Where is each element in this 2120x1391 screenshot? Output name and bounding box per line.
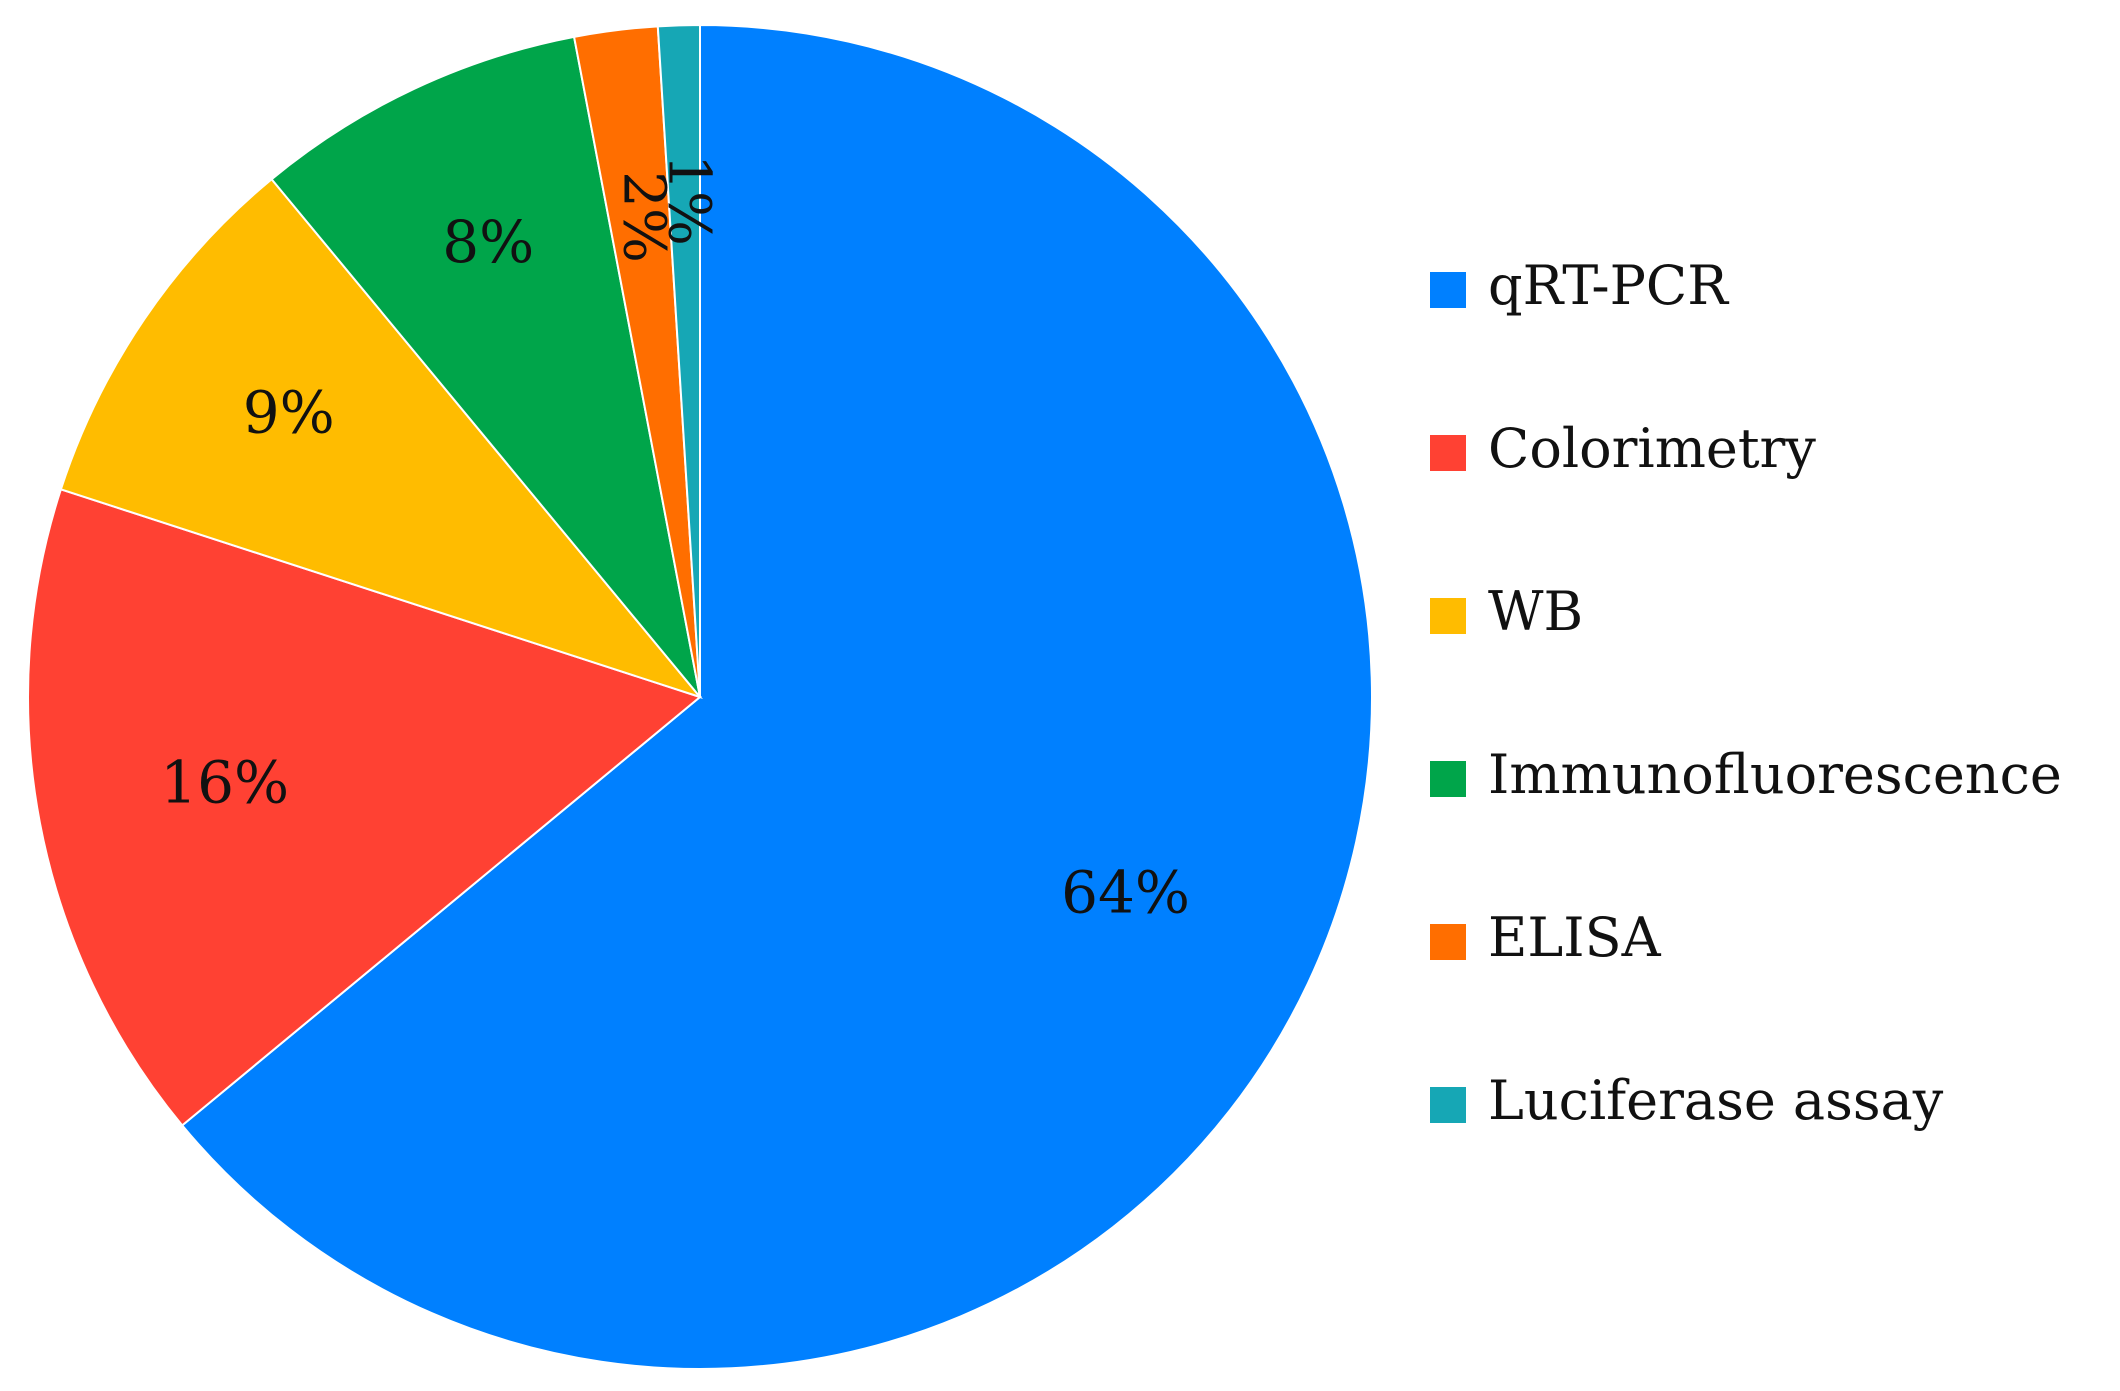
slice-value-label: 9%: [243, 379, 335, 447]
legend-label: ELISA: [1488, 906, 1662, 969]
legend-swatch: [1430, 924, 1466, 960]
slice-value-label: 1%: [655, 154, 723, 246]
legend: qRT-PCR Colorimetry WB Immunofluorescence EL…: [1430, 254, 2062, 1132]
pie-slice-colorimetry: [27, 488, 703, 1127]
pie-slices: [27, 23, 1373, 1370]
legend-swatch: [1430, 761, 1466, 797]
slice-value-label: 16%: [160, 749, 289, 817]
slice-value-label: 64%: [1061, 858, 1190, 926]
legend-label: Luciferase assay: [1488, 1069, 1944, 1132]
legend-label: WB: [1488, 580, 1583, 643]
legend-item: WB: [1430, 580, 1583, 643]
pie-slice-wb: [59, 177, 703, 700]
legend-item: ELISA: [1430, 906, 1662, 969]
legend-swatch: [1430, 435, 1466, 471]
slice-value-label: 8%: [442, 208, 534, 276]
legend-label: Immunofluorescence: [1488, 743, 2062, 806]
pie-value-labels: 64% 16% 9% 8% 2%1%: [160, 154, 1190, 926]
legend-swatch: [1430, 272, 1466, 308]
legend-item: qRT-PCR: [1430, 254, 1729, 317]
legend-swatch: [1430, 598, 1466, 634]
legend-item: Colorimetry: [1430, 417, 1816, 480]
legend-label: Colorimetry: [1488, 417, 1816, 480]
legend-item: Luciferase assay: [1430, 1069, 1944, 1132]
slice-value-label: 2%: [610, 171, 678, 263]
pie-slice-luciferase-assay: [656, 23, 701, 698]
pie-slice-qrt-pcr: [180, 23, 1373, 1370]
legend-label: qRT-PCR: [1488, 254, 1729, 317]
pie-slice-immunofluorescence: [270, 35, 701, 698]
legend-swatch: [1430, 1087, 1466, 1123]
legend-item: Immunofluorescence: [1430, 743, 2062, 806]
